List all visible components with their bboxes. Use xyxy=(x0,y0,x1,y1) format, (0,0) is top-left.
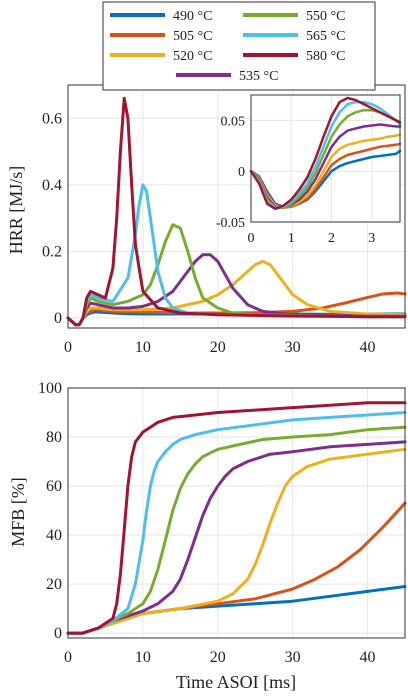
legend: 490 °C 550 °C 505 °C 565 °C 520 °C 580 °C 535 … xyxy=(102,1,376,91)
series-line-6 xyxy=(66,96,407,327)
y-tick-label: 0.4 xyxy=(42,177,62,194)
y-tick-label: 0.2 xyxy=(42,243,62,260)
mfb-xlabel: Time ASOI [ms] xyxy=(176,672,296,692)
x-tick-label: 40 xyxy=(360,649,376,666)
mfb-frame xyxy=(67,387,406,639)
inset-series xyxy=(249,96,402,211)
x-tick-label: 10 xyxy=(135,649,151,666)
y-tick-label: 20 xyxy=(46,576,62,593)
hrr-ylabel: HRR [MJ/s] xyxy=(6,166,26,255)
mfb-ylabel: MFB [%] xyxy=(8,477,28,547)
x-tick-label: 0 xyxy=(248,231,255,246)
legend-items: 490 °C 550 °C 505 °C 565 °C 520 °C 580 °C 535 … xyxy=(110,9,345,84)
legend-label: 520 °C xyxy=(173,49,212,64)
x-tick-label: 30 xyxy=(285,649,301,666)
series-line-6 xyxy=(249,96,402,211)
legend-label: 490 °C xyxy=(173,9,212,24)
legend-label: 565 °C xyxy=(306,29,345,44)
x-tick-label: 1 xyxy=(288,231,295,246)
legend-label: 550 °C xyxy=(306,9,345,24)
y-tick-label: 80 xyxy=(46,429,62,446)
legend-label: 535 °C xyxy=(239,69,278,84)
mfb-plot: 0 10 20 30 40 0 20 40 60 80 100 MFB [%] Time ASOI … xyxy=(8,380,407,692)
y-tick-label: 0 xyxy=(54,625,62,642)
x-tick-label: 2 xyxy=(328,231,335,246)
x-tick-label: 20 xyxy=(210,649,226,666)
series-line-1 xyxy=(66,501,407,635)
x-tick-label: 30 xyxy=(285,339,301,356)
y-tick-label: 100 xyxy=(38,380,62,397)
y-tick-label: 40 xyxy=(46,527,62,544)
y-tick-label: 60 xyxy=(46,478,62,495)
x-tick-label: 40 xyxy=(360,339,376,356)
x-tick-label: 3 xyxy=(368,231,375,246)
x-tick-label: 0 xyxy=(64,649,72,666)
y-tick-label: 0.6 xyxy=(42,110,62,127)
y-tick-label: 0.05 xyxy=(221,114,246,129)
x-tick-label: 0 xyxy=(64,339,72,356)
mfb-series xyxy=(66,401,407,635)
x-tick-label: 10 xyxy=(135,339,151,356)
series-line-6 xyxy=(66,401,407,635)
y-tick-label: -0.05 xyxy=(216,216,245,231)
legend-label: 580 °C xyxy=(306,49,345,64)
y-tick-label: 0 xyxy=(238,165,245,180)
inset-frame xyxy=(250,94,401,223)
legend-label: 505 °C xyxy=(173,29,212,44)
hrr-series xyxy=(66,96,407,327)
y-tick-label: 0 xyxy=(54,310,62,327)
mfb-ticks: 0 10 20 30 40 0 20 40 60 80 100 xyxy=(38,380,376,666)
x-tick-label: 20 xyxy=(210,339,226,356)
